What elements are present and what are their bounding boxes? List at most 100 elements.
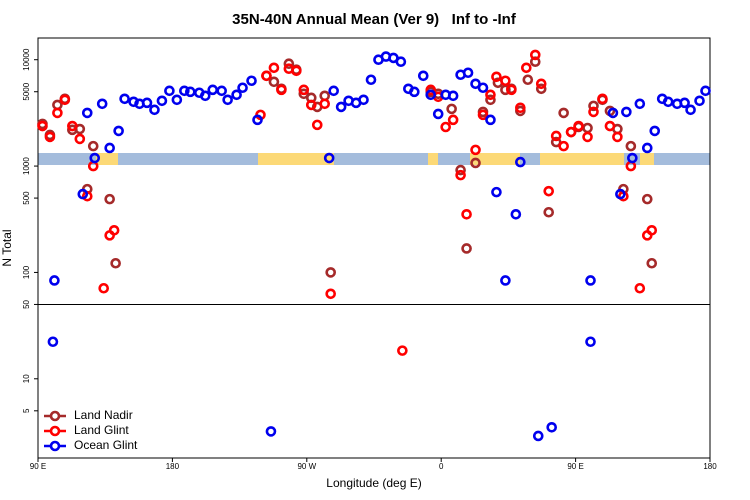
point xyxy=(283,58,295,70)
legend-marker xyxy=(49,410,61,422)
point xyxy=(565,126,577,138)
point xyxy=(477,109,489,121)
point xyxy=(149,104,160,116)
point xyxy=(268,76,280,88)
y-tick-label: 10000 xyxy=(22,48,31,71)
land-strip xyxy=(470,153,520,165)
point xyxy=(74,133,86,145)
point xyxy=(558,107,569,119)
x-axis-label: Longitude (deg E) xyxy=(326,476,421,490)
point xyxy=(199,90,211,102)
point xyxy=(522,74,534,86)
point xyxy=(588,100,599,112)
series xyxy=(37,49,658,356)
point xyxy=(461,209,472,220)
y-tick-label: 500 xyxy=(22,191,31,205)
point xyxy=(447,114,459,126)
point xyxy=(585,336,596,348)
legend-label: Land Glint xyxy=(74,423,129,437)
point xyxy=(325,267,336,278)
point xyxy=(612,131,623,143)
x-tick-label: 90 E xyxy=(567,462,583,471)
point xyxy=(319,98,331,110)
legend-marker xyxy=(49,425,61,437)
point xyxy=(485,114,496,126)
y-tick-label: 5 xyxy=(22,408,31,413)
point xyxy=(615,188,626,200)
point xyxy=(621,106,632,118)
point xyxy=(335,101,347,113)
point xyxy=(521,62,532,74)
point xyxy=(585,275,596,286)
x-tick-label: 90 E xyxy=(30,462,46,471)
point xyxy=(550,130,562,142)
chart-title: 35N-40N Annual Mean (Ver 9) Inf to -Inf xyxy=(232,11,517,28)
point xyxy=(582,131,593,143)
point xyxy=(179,85,190,97)
point xyxy=(49,275,60,286)
point xyxy=(455,164,466,176)
point xyxy=(485,89,496,101)
point xyxy=(77,188,89,200)
point xyxy=(491,71,502,83)
y-tick-label: 50 xyxy=(22,299,31,308)
point xyxy=(470,157,481,169)
legend-marker xyxy=(49,440,61,452)
point xyxy=(298,84,310,96)
point xyxy=(164,85,175,97)
point xyxy=(462,67,474,79)
point xyxy=(510,209,522,220)
point xyxy=(409,86,420,98)
point xyxy=(52,107,63,119)
point xyxy=(604,120,616,132)
x-tick-label: 180 xyxy=(166,462,180,471)
point xyxy=(573,120,584,132)
point xyxy=(529,49,541,61)
point xyxy=(265,426,277,437)
point xyxy=(104,142,115,154)
series xyxy=(47,51,711,442)
point xyxy=(171,94,183,106)
point xyxy=(694,95,705,107)
point xyxy=(546,421,558,433)
point xyxy=(679,97,690,109)
y-tick-label: 100 xyxy=(22,265,31,279)
point xyxy=(291,65,302,77)
point xyxy=(500,275,511,286)
point xyxy=(305,99,317,111)
point xyxy=(597,93,608,105)
point xyxy=(461,243,472,254)
point xyxy=(634,282,646,294)
point xyxy=(649,125,661,137)
point xyxy=(515,156,526,168)
point xyxy=(447,90,459,102)
point xyxy=(700,85,711,97)
point xyxy=(44,131,56,143)
point xyxy=(246,75,257,87)
point xyxy=(607,107,619,119)
point xyxy=(535,78,547,90)
point xyxy=(634,98,646,110)
point xyxy=(108,224,120,236)
point xyxy=(110,257,121,269)
point xyxy=(506,84,517,96)
point xyxy=(89,152,101,164)
point xyxy=(485,94,496,106)
point xyxy=(543,185,555,197)
point xyxy=(231,89,242,101)
point xyxy=(550,136,562,148)
point xyxy=(425,84,437,96)
legend-label: Land Nadir xyxy=(74,408,133,422)
point xyxy=(515,102,526,114)
point xyxy=(141,97,153,109)
point xyxy=(440,121,451,133)
point xyxy=(455,169,466,181)
point xyxy=(216,85,227,97)
point xyxy=(311,119,323,131)
point xyxy=(268,62,280,74)
point xyxy=(432,108,444,120)
land-strip xyxy=(640,153,654,165)
point xyxy=(662,96,674,108)
